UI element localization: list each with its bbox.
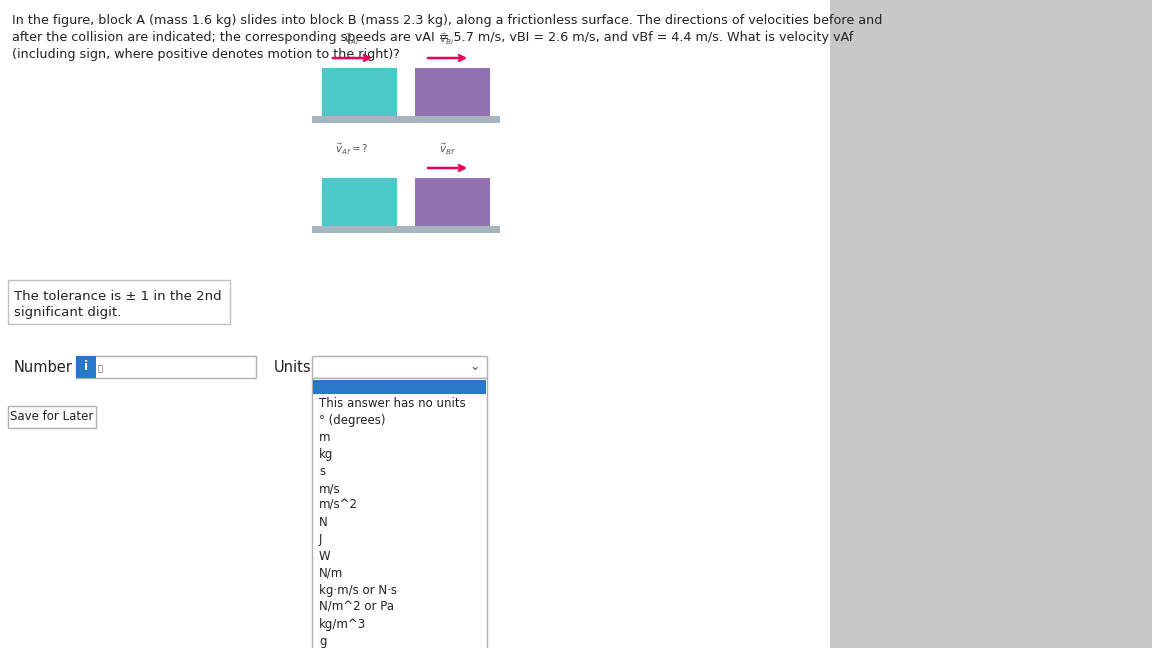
Bar	[312, 378, 487, 648]
Text: Number: Number	[14, 360, 73, 375]
Text: kg·m/s or N·s: kg·m/s or N·s	[319, 584, 397, 597]
Text: m/s^2: m/s^2	[319, 499, 358, 512]
Text: $\vec{v}_{Af} = ?$: $\vec{v}_{Af} = ?$	[335, 142, 369, 157]
Bar	[312, 356, 487, 378]
Bar	[8, 280, 230, 324]
Text: N/m: N/m	[319, 567, 343, 580]
Text: i: i	[84, 360, 88, 373]
Text: ° (degrees): ° (degrees)	[319, 414, 386, 427]
Text: kg/m^3: kg/m^3	[319, 618, 366, 631]
Text: m: m	[319, 431, 331, 444]
Bar	[312, 116, 500, 123]
Text: The tolerance is ± 1 in the 2nd: The tolerance is ± 1 in the 2nd	[14, 290, 221, 303]
Bar	[8, 406, 96, 428]
Text: W: W	[319, 550, 331, 563]
Text: Save for Later: Save for Later	[10, 410, 93, 424]
Text: after the collision are indicated; the corresponding speeds are vAI = 5.7 m/s, v: after the collision are indicated; the c…	[12, 31, 854, 44]
Text: N/m^2 or Pa: N/m^2 or Pa	[319, 601, 394, 614]
Text: ⌄: ⌄	[470, 360, 480, 373]
Text: significant digit.: significant digit.	[14, 306, 121, 319]
Bar	[313, 380, 486, 394]
Text: $\vec{v}_{Bi}$: $\vec{v}_{Bi}$	[439, 32, 455, 47]
Text: g: g	[319, 635, 326, 648]
Bar	[415, 178, 490, 226]
Bar	[76, 356, 256, 378]
Text: kg: kg	[319, 448, 333, 461]
Text: J: J	[319, 533, 323, 546]
Text: $\vec{v}_{Ai}$: $\vec{v}_{Ai}$	[344, 32, 359, 47]
Text: Units: Units	[274, 360, 312, 375]
Bar	[323, 178, 397, 226]
Bar	[312, 226, 500, 233]
Text: In the figure, block A (mass 1.6 kg) slides into block B (mass 2.3 kg), along a : In the figure, block A (mass 1.6 kg) sli…	[12, 14, 882, 27]
Text: N: N	[319, 516, 328, 529]
Text: This answer has no units: This answer has no units	[319, 397, 465, 410]
Bar	[415, 68, 490, 116]
Text: (including sign, where positive denotes motion to the right)?: (including sign, where positive denotes …	[12, 48, 400, 61]
Bar	[829, 0, 1152, 648]
Text: $\vec{v}_{Bf}$: $\vec{v}_{Bf}$	[439, 142, 455, 157]
Text: m/s: m/s	[319, 482, 341, 495]
Bar	[76, 356, 96, 378]
Bar	[323, 68, 397, 116]
Text: s: s	[319, 465, 325, 478]
Bar	[0, 0, 829, 648]
Text: 👆: 👆	[98, 364, 103, 373]
